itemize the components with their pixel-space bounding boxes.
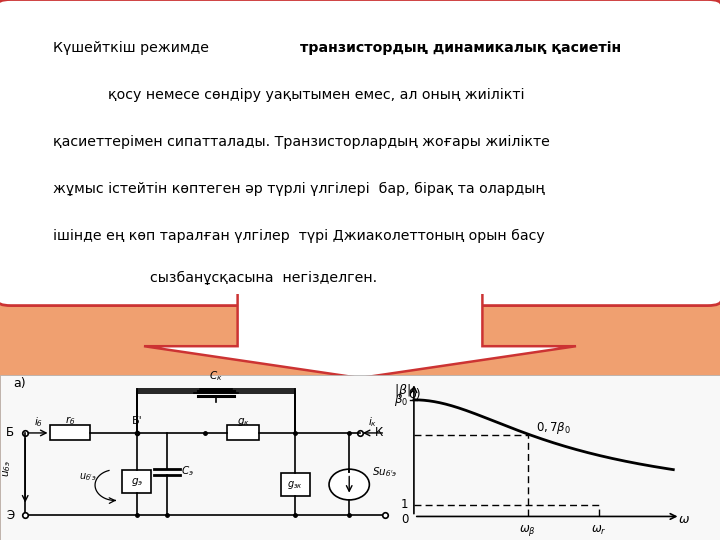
Polygon shape [144, 293, 576, 378]
Text: $0,7\beta_0$: $0,7\beta_0$ [536, 420, 572, 436]
Text: $\beta_0$: $\beta_0$ [395, 392, 408, 408]
Text: $i_{б}$: $i_{б}$ [34, 415, 42, 429]
Text: К: К [374, 427, 382, 440]
Text: сызбанұсқасына  негізделген.: сызбанұсқасына негізделген. [150, 271, 377, 285]
Text: жұмыс істейтін көптеген әр түрлі үлгілері  бар, бірақ та олардың: жұмыс істейтін көптеген әр түрлі үлгілер… [53, 183, 544, 197]
Text: 0: 0 [401, 514, 408, 526]
Text: Б': Б' [132, 416, 142, 426]
Text: қосу немесе сөндіру уақытымен емес, ал оның жиілікті: қосу немесе сөндіру уақытымен емес, ал о… [109, 88, 525, 102]
Text: $|\beta$|: $|\beta$| [394, 382, 410, 399]
Text: $\omega_r$: $\omega_r$ [591, 523, 606, 537]
Text: $\omega_\beta$: $\omega_\beta$ [519, 523, 536, 538]
Text: $u_{бэ}$: $u_{бэ}$ [1, 460, 13, 477]
Text: $r_{б}$: $r_{б}$ [65, 415, 76, 428]
Text: Э: Э [6, 509, 14, 522]
Text: қасиеттерімен сипатталады. Транзисторлардың жоғары жиілікте: қасиеттерімен сипатталады. Транзисторлар… [53, 135, 549, 149]
Text: $g_{эк}$: $g_{эк}$ [287, 478, 303, 490]
Text: $C_{э}$: $C_{э}$ [181, 464, 194, 478]
Text: Б: Б [6, 427, 14, 440]
Text: $\omega$: $\omega$ [678, 514, 690, 526]
Text: $C_{к}$: $C_{к}$ [210, 369, 222, 383]
Bar [122, 470, 151, 494]
Text: $g_{к}$: $g_{к}$ [237, 416, 249, 428]
Text: транзистордың динамикалық қасиетін: транзистордың динамикалық қасиетін [300, 41, 621, 55]
Text: а): а) [13, 377, 26, 390]
Text: $u_{б'э}$: $u_{б'э}$ [79, 471, 97, 483]
Text: б): б) [408, 388, 421, 401]
Circle shape [329, 469, 369, 500]
Text: Күшейткіш режимде: Күшейткіш режимде [53, 41, 213, 55]
Text: $Su_{б'э}$: $Su_{б'э}$ [372, 465, 397, 480]
Text: $i_{к}$: $i_{к}$ [369, 415, 377, 429]
Text: ішінде ең көп таралған үлгілер  түрі Джиаколеттоның орын басу: ішінде ең көп таралған үлгілер түрі Джиа… [53, 230, 544, 244]
Bar [227, 426, 259, 440]
Text: $g_{э}$: $g_{э}$ [131, 476, 143, 488]
Bar [281, 473, 310, 496]
Text: 1: 1 [401, 498, 408, 511]
Bar [50, 426, 90, 440]
FancyBboxPatch shape [0, 0, 720, 306]
